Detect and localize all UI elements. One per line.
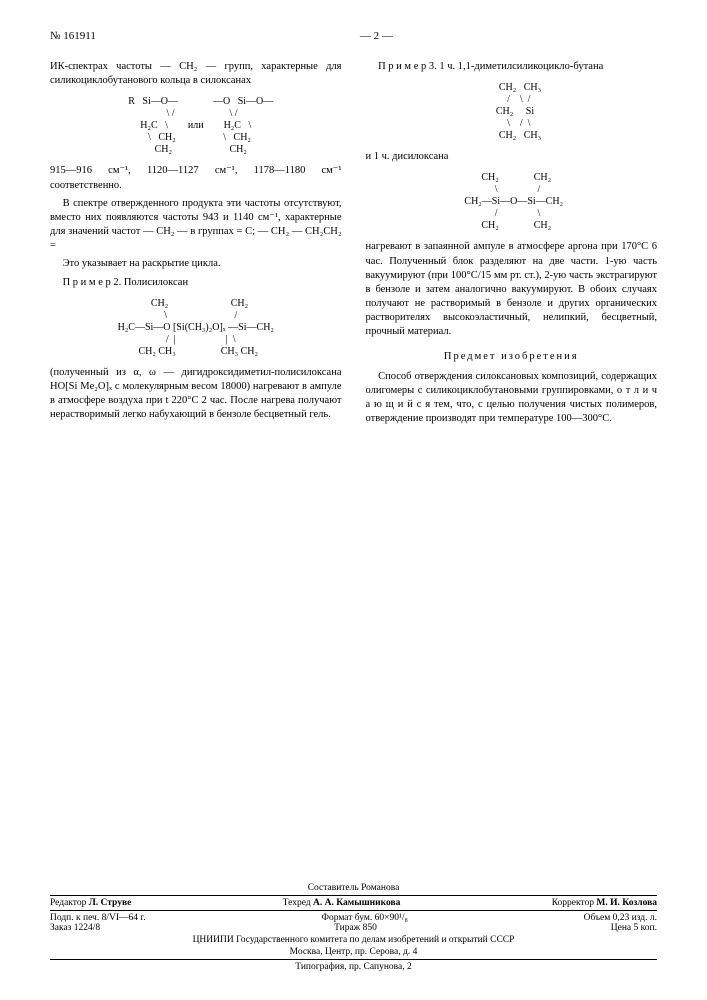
chemical-structure: CH₂ CH₂ \ / CH₂—Si—O—Si—CH₂ / \ CH₂ CH₂ — [366, 172, 658, 232]
techred-credit: Техред А. А. Камышникова — [283, 898, 401, 908]
body-text: 915—916 см⁻¹, 1120—1127 см⁻¹, 1178—1180 … — [50, 164, 342, 192]
editor-name: Л. Струве — [89, 898, 132, 908]
organization: ЦНИИПИ Государственного комитета по дела… — [50, 935, 657, 945]
corrector-name: М. И. Козлова — [596, 898, 657, 908]
body-columns: ИК-спектрах частоты — CH₂ — групп, харак… — [50, 60, 657, 430]
left-column: ИК-спектрах частоты — CH₂ — групп, харак… — [50, 60, 342, 430]
body-text: нагревают в запаянной ампуле в атмосфере… — [366, 240, 658, 339]
credits-row: Редактор Л. Струве Техред А. А. Камышник… — [50, 898, 657, 908]
print-row-1: Подп. к печ. 8/VI—64 г. Формат бум. 60×9… — [50, 913, 657, 923]
page-number: — 2 — — [360, 30, 393, 42]
body-text: Способ отверждения силоксановых композиц… — [366, 370, 658, 427]
page-header: № 161911 — 2 — — [50, 30, 657, 42]
corrector-label: Корректор — [552, 898, 594, 908]
body-text: ИК-спектрах частоты — CH₂ — групп, харак… — [50, 60, 342, 88]
footer-rule — [50, 895, 657, 896]
footer-rule — [50, 959, 657, 960]
price: Цена 5 коп. — [611, 923, 657, 933]
body-text: и 1 ч. дисилоксана — [366, 150, 658, 164]
example-label: П р и м е р 3. 1 ч. 1,1-диметилсиликоцик… — [366, 60, 658, 74]
corrector-credit: Корректор М. И. Козлова — [552, 898, 657, 908]
right-column: П р и м е р 3. 1 ч. 1,1-диметилсиликоцик… — [366, 60, 658, 430]
body-text: В спектре отвержденного продукта эти час… — [50, 197, 342, 254]
editor-credit: Редактор Л. Струве — [50, 898, 131, 908]
subject-heading: Предмет изобретения — [366, 350, 658, 364]
body-text: Это указывает на раскрытие цикла. — [50, 257, 342, 271]
org-address: Москва, Центр, пр. Серова, д. 4 — [50, 947, 657, 957]
techred-name: А. А. Камышникова — [313, 898, 400, 908]
page: № 161911 — 2 — ИК-спектрах частоты — CH₂… — [0, 0, 707, 1000]
editor-label: Редактор — [50, 898, 86, 908]
footer-rule — [50, 910, 657, 911]
composer-line: Составитель Романова — [50, 883, 657, 893]
paper-format: Формат бум. 60×90¹/₈ — [321, 913, 407, 923]
document-number: № 161911 — [50, 30, 96, 42]
body-text: (полученный из α, ω — дигидроксидиметил-… — [50, 366, 342, 423]
imprint-footer: Составитель Романова Редактор Л. Струве … — [50, 883, 657, 972]
order-number: Заказ 1224/8 — [50, 923, 100, 933]
sign-date: Подп. к печ. 8/VI—64 г. — [50, 913, 146, 923]
tirazh: Тираж 850 — [334, 923, 377, 933]
volume: Объем 0,23 изд. л. — [584, 913, 657, 923]
example-label: П р и м е р 2. Полисилоксан — [50, 276, 342, 290]
chemical-structure: CH₂ CH₂ \ / H₂C—Si—O [Si(CH₃)₂O]ₓ —Si—CH… — [50, 298, 342, 358]
chemical-structure: CH₂ CH₃ / \ / CH₂ Si \ / \ CH₂ CH₃ — [366, 82, 658, 142]
print-row-2: Заказ 1224/8 Тираж 850 Цена 5 коп. — [50, 923, 657, 933]
techred-label: Техред — [283, 898, 311, 908]
chemical-structure: R Si—O— —O Si—O— \ / \ / H₂C \ или H₂C \… — [50, 96, 342, 156]
typography-line: Типография, пр. Сапунова, 2 — [50, 962, 657, 972]
